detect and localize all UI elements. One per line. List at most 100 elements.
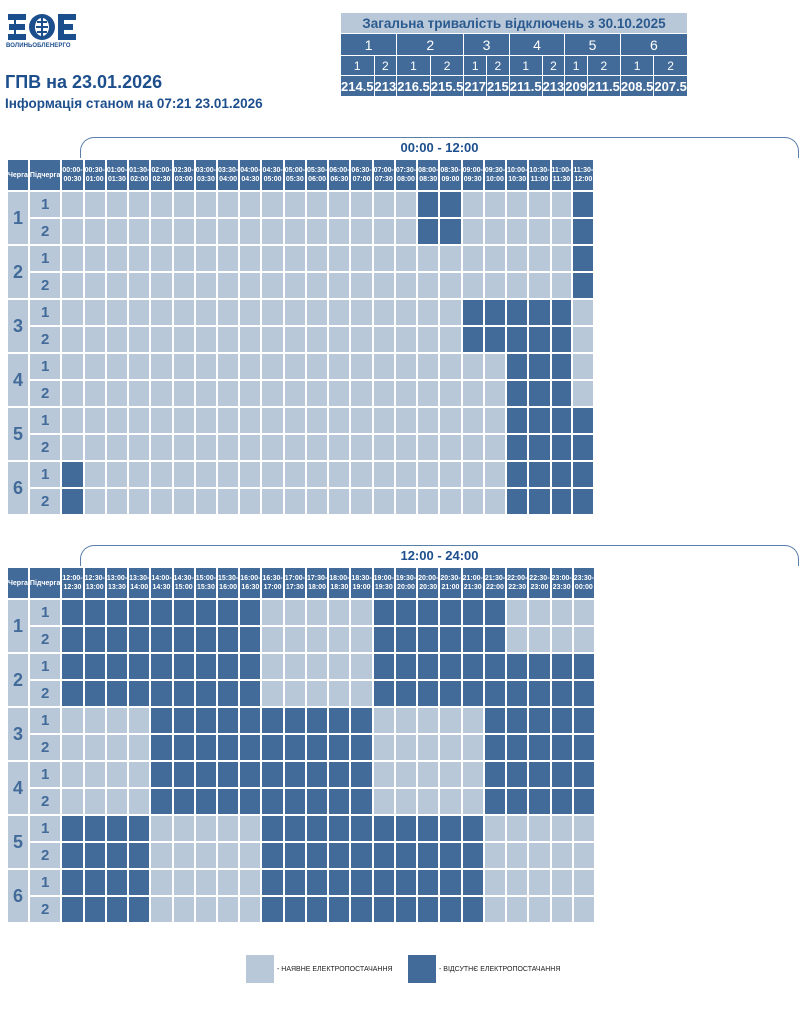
outage-slot bbox=[127, 868, 152, 897]
power-slot bbox=[60, 190, 85, 219]
outage-slot bbox=[527, 787, 552, 816]
power-slot bbox=[149, 433, 174, 462]
time-slot-header: 23:00-23:30 bbox=[549, 566, 574, 600]
power-slot bbox=[371, 298, 396, 327]
power-slot bbox=[460, 460, 485, 489]
outage-slot bbox=[304, 895, 330, 924]
time-slot-header: 12:30-13:00 bbox=[82, 566, 107, 600]
outage-slot bbox=[327, 841, 352, 870]
outage-slot bbox=[60, 895, 85, 924]
power-slot bbox=[260, 433, 285, 462]
outage-slot bbox=[60, 598, 85, 627]
power-slot bbox=[438, 487, 463, 516]
subqueue-label: 1 bbox=[27, 190, 63, 219]
power-slot bbox=[193, 298, 219, 327]
summary-subqueue-header: 1 bbox=[463, 55, 488, 76]
power-slot bbox=[238, 244, 263, 273]
power-slot bbox=[571, 868, 597, 897]
power-slot bbox=[104, 487, 130, 516]
time-slot-header: 01:30-02:00 bbox=[127, 158, 152, 192]
outage-slot bbox=[282, 706, 307, 735]
outage-slot bbox=[505, 706, 530, 735]
outage-slot bbox=[327, 733, 352, 762]
power-slot bbox=[216, 406, 241, 435]
power-slot bbox=[438, 379, 463, 408]
power-slot bbox=[304, 325, 330, 354]
power-slot bbox=[82, 433, 107, 462]
summary-table: Загальна тривалість відключень з 30.10.2… bbox=[339, 12, 688, 97]
outage-slot bbox=[549, 433, 574, 462]
outage-slot bbox=[238, 652, 263, 681]
outage-slot bbox=[416, 841, 441, 870]
power-slot bbox=[60, 244, 85, 273]
outage-slot bbox=[349, 733, 374, 762]
summary-subqueue-header: 2 bbox=[429, 55, 465, 76]
outage-slot bbox=[549, 379, 574, 408]
power-slot bbox=[371, 244, 396, 273]
power-slot bbox=[304, 244, 330, 273]
power-slot bbox=[482, 244, 508, 273]
outage-slot bbox=[393, 841, 419, 870]
power-slot bbox=[393, 352, 419, 381]
power-slot bbox=[549, 190, 574, 219]
time-slot-header: 23:30-00:00 bbox=[571, 566, 597, 600]
time-slot-header: 06:00-06:30 bbox=[327, 158, 352, 192]
summary-hours-value: 216.5 bbox=[396, 75, 431, 97]
outage-slot bbox=[238, 706, 263, 735]
queue-label: 1 bbox=[6, 190, 30, 246]
time-slot-header: 16:30-17:00 bbox=[260, 566, 285, 600]
power-slot bbox=[82, 460, 107, 489]
outage-slot bbox=[482, 652, 508, 681]
power-slot bbox=[82, 406, 107, 435]
outage-slot bbox=[549, 352, 574, 381]
time-slot-header: 09:00-09:30 bbox=[460, 158, 485, 192]
power-slot bbox=[216, 487, 241, 516]
outage-slot bbox=[327, 868, 352, 897]
power-slot bbox=[127, 325, 152, 354]
outage-slot bbox=[393, 679, 419, 708]
power-slot bbox=[416, 298, 441, 327]
power-slot bbox=[571, 379, 596, 408]
power-slot bbox=[571, 895, 597, 924]
power-slot bbox=[104, 733, 130, 762]
outage-slot bbox=[460, 679, 485, 708]
power-slot bbox=[82, 760, 107, 789]
power-slot bbox=[238, 325, 263, 354]
outage-slot bbox=[60, 625, 85, 654]
power-slot bbox=[460, 244, 485, 273]
outage-slot bbox=[282, 841, 307, 870]
power-slot bbox=[393, 298, 419, 327]
outage-slot bbox=[571, 190, 596, 219]
power-slot bbox=[282, 325, 307, 354]
time-slot-header: 03:30-04:00 bbox=[216, 158, 241, 192]
subqueue-label: 1 bbox=[27, 352, 63, 381]
outage-slot bbox=[104, 841, 130, 870]
time-slot-header: 13:30-14:00 bbox=[127, 566, 152, 600]
time-slot-header: 22:00-22:30 bbox=[505, 566, 530, 600]
power-slot bbox=[416, 706, 441, 735]
power-slot bbox=[349, 433, 374, 462]
outage-slot bbox=[327, 706, 352, 735]
queue-column-header: Черга bbox=[6, 566, 30, 600]
time-slot-header: 04:00-04:30 bbox=[238, 158, 263, 192]
power-slot bbox=[82, 733, 107, 762]
power-slot bbox=[60, 352, 85, 381]
power-slot bbox=[460, 706, 485, 735]
outage-slot bbox=[416, 217, 441, 246]
power-slot bbox=[304, 406, 330, 435]
outage-slot bbox=[149, 598, 174, 627]
summary-queue-header: 6 bbox=[619, 33, 688, 56]
legend-absent-label: - ВІДСУТНЄ ЕЛЕКТРОПОСТАЧАННЯ bbox=[439, 965, 561, 973]
power-slot bbox=[393, 487, 419, 516]
power-slot bbox=[505, 841, 530, 870]
queue-label: 5 bbox=[6, 814, 30, 870]
power-slot bbox=[238, 352, 263, 381]
outage-slot bbox=[104, 895, 130, 924]
outage-slot bbox=[104, 652, 130, 681]
power-slot bbox=[505, 895, 530, 924]
power-slot bbox=[171, 841, 196, 870]
power-slot bbox=[149, 406, 174, 435]
outage-slot bbox=[571, 271, 596, 300]
outage-slot bbox=[393, 868, 419, 897]
power-slot bbox=[149, 298, 174, 327]
